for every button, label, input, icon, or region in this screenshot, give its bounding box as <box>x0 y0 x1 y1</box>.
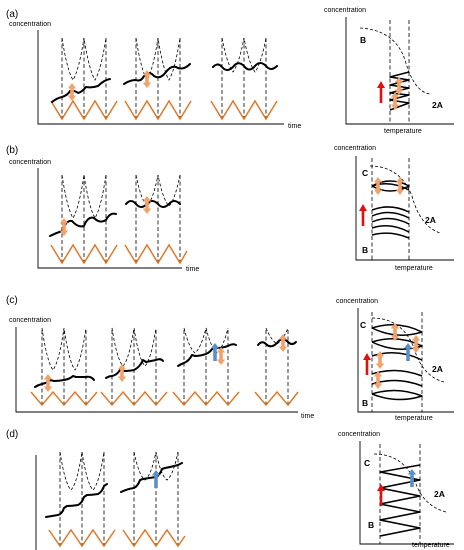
panel-a-time-plot: concentration time <box>9 21 301 130</box>
panel-label-b: (b) <box>6 145 18 156</box>
panel-b-left-xlabel: time <box>186 266 199 273</box>
panel-b-label-2a: 2A <box>425 215 436 225</box>
panel-c-label-2a: 2A <box>432 364 443 374</box>
panel-d-zigzag-loops <box>379 464 421 537</box>
panel-c-label-b: B <box>362 398 368 408</box>
panel-c-right-xlabel: temperature <box>395 415 433 422</box>
panel-d-right-xlabel: temperature <box>412 542 450 549</box>
panel-a-label-2a: 2A <box>432 100 443 110</box>
panel-c-orange-arrow <box>216 347 226 365</box>
panel-c-temperature-plot: concentration temperature C 2A B <box>336 298 454 422</box>
panel-b-temperature-plot: concentration temperature C 2A B <box>334 145 454 272</box>
panel-b-temperature-dashes <box>61 174 181 219</box>
panel-label-d: (d) <box>6 429 18 440</box>
panel-a-right-ylabel: concentration <box>324 7 366 14</box>
panel-b-orange-arrow <box>142 196 152 214</box>
panel-d-label-2a: 2A <box>434 489 445 499</box>
panel-c-vertical-dashes <box>41 330 289 405</box>
panel-d-blue-arrow <box>151 470 161 488</box>
panel-a-red-arrow <box>377 81 385 103</box>
panel-c-red-arrow <box>363 353 371 375</box>
panel-c-zigzag <box>30 390 299 407</box>
panel-b-lower-loops <box>371 206 410 239</box>
panel-b-solubility-curve <box>369 165 441 234</box>
panel-d-zigzag <box>48 528 186 548</box>
panel-a-label-b: B <box>360 35 366 45</box>
panel-d-temperature-plot: concentration temperature C 2A B <box>338 431 454 549</box>
panel-c-orange-arrow <box>278 334 288 352</box>
panel-d-solubility-curve <box>373 453 447 513</box>
panel-c-temperature-dashes <box>41 327 289 371</box>
panel-a-concentration-lines <box>51 62 278 103</box>
panel-b-red-arrow <box>359 204 367 226</box>
panel-label-c: (c) <box>6 295 18 306</box>
panel-a-left-ylabel: concentration <box>9 21 51 28</box>
panel-c-left-ylabel: concentration <box>9 317 51 324</box>
panel-c-label-c: C <box>360 320 366 330</box>
panel-b-right-ylabel: concentration <box>334 145 376 152</box>
panel-a: (a) concentration time <box>6 7 454 135</box>
panel-d-right-axes <box>359 441 454 545</box>
panel-b-orange-arrow <box>373 177 383 195</box>
panel-b-label-b: B <box>362 245 368 255</box>
panel-d-right-ylabel: concentration <box>338 431 380 438</box>
panel-b-right-axes <box>355 156 454 261</box>
panel-b-label-c: C <box>362 168 368 178</box>
panel-b-zigzag <box>50 243 188 265</box>
panel-c-time-plot: concentration time <box>9 317 314 420</box>
panel-b-orange-arrows <box>59 196 152 236</box>
panel-b-left-ylabel: concentration <box>9 159 51 166</box>
panel-c-right-ylabel: concentration <box>336 298 378 305</box>
panel-a-temperature-plot: concentration temperature B 2A <box>324 7 454 135</box>
panel-b-left-axes <box>37 168 182 269</box>
panel-d-time-plot <box>35 451 186 550</box>
panel-c-orange-arrows <box>43 334 288 392</box>
panel-d-vertical-dashes <box>59 452 179 546</box>
panel-a-left-xlabel: time <box>288 123 301 130</box>
panel-b-right-xlabel: temperature <box>395 265 433 272</box>
panel-label-a: (a) <box>6 9 18 20</box>
panel-a-vertical-dashes <box>61 38 267 119</box>
panel-b-orange-arrow <box>59 218 69 236</box>
panel-b-time-plot: concentration time <box>9 159 199 273</box>
panel-c-lower-loops <box>371 369 423 401</box>
panel-c-blue-arrow <box>403 343 413 361</box>
panel-c-left-axes <box>15 327 298 413</box>
panel-c-upper-loops <box>371 324 423 361</box>
panel-a-orange-arrows <box>67 70 152 101</box>
panel-d: (d) <box>6 429 454 550</box>
panel-c: (c) concentration time <box>6 295 454 422</box>
panel-d-blue-arrows <box>151 470 161 488</box>
panel-a-right-axes <box>345 17 454 125</box>
panel-c-left-xlabel: time <box>301 413 314 420</box>
panel-c-concentration-lines <box>34 338 297 388</box>
panel-b: (b) concentration time <box>6 145 454 273</box>
panel-d-concentration-lines <box>45 462 183 518</box>
panel-d-label-b: B <box>368 520 374 530</box>
panel-d-label-c: C <box>364 458 370 468</box>
panel-b-upper-loop <box>371 180 410 192</box>
panel-a-right-xlabel: temperature <box>384 128 422 135</box>
panel-b-vertical-dashes <box>61 175 181 263</box>
panel-a-left-axes <box>37 30 284 125</box>
panel-c-orange-arrow <box>117 364 127 382</box>
panel-b-concentration-lines <box>49 200 181 237</box>
panel-a-zigzag <box>50 99 278 121</box>
